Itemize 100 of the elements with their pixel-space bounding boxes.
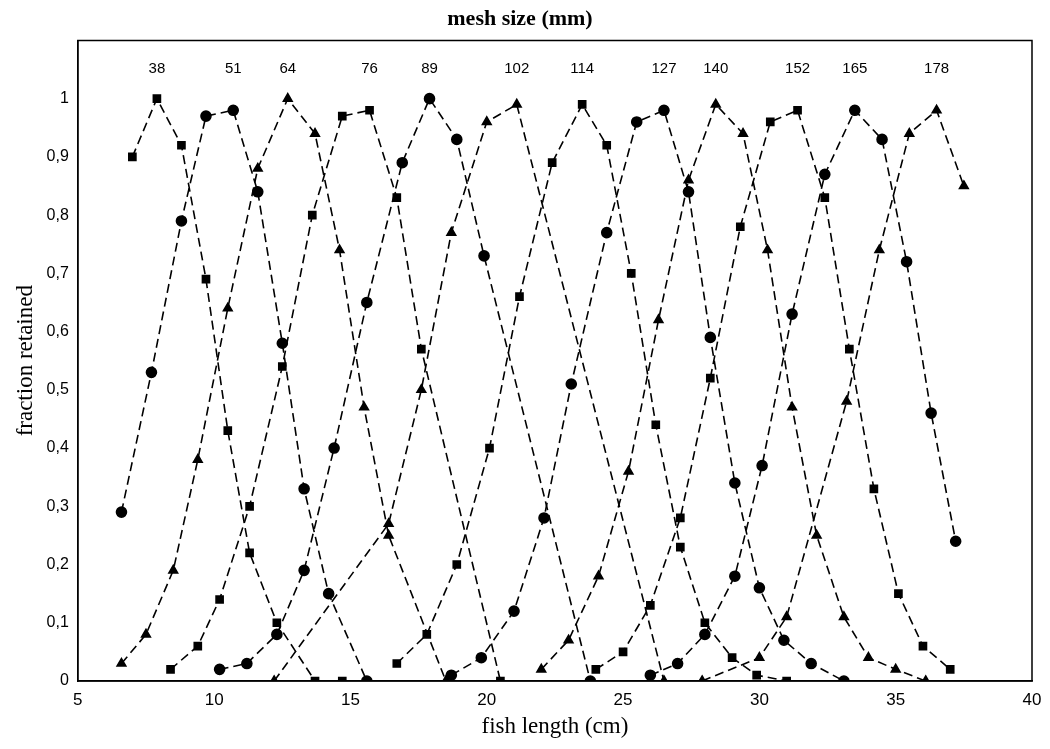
y-tick-label: 0,7 xyxy=(46,263,69,281)
point xyxy=(452,560,462,569)
point xyxy=(729,570,741,582)
point xyxy=(765,117,775,127)
point xyxy=(116,657,127,667)
y-tick-label: 1 xyxy=(59,89,69,107)
point xyxy=(820,193,830,202)
point xyxy=(298,564,310,577)
point xyxy=(251,186,264,198)
point xyxy=(754,651,765,662)
series-label: 64 xyxy=(279,59,297,77)
point xyxy=(392,659,402,668)
point xyxy=(475,651,488,664)
point xyxy=(200,110,212,122)
point xyxy=(536,663,547,673)
x-tick-label: 15 xyxy=(341,689,360,709)
point xyxy=(481,116,492,126)
point xyxy=(671,657,684,670)
y-tick-label: 0,6 xyxy=(46,321,69,339)
point xyxy=(623,465,634,475)
point xyxy=(140,628,152,638)
point xyxy=(417,344,426,354)
point xyxy=(863,651,874,662)
point xyxy=(778,634,790,647)
text: 178 xyxy=(924,59,950,77)
series-label: 102 xyxy=(504,59,530,77)
point xyxy=(805,657,817,670)
point xyxy=(245,548,254,558)
y-tick-label: 0,2 xyxy=(46,554,69,572)
point xyxy=(683,174,694,184)
point xyxy=(252,162,263,172)
y-tick-label: 0,4 xyxy=(46,438,69,456)
point xyxy=(383,517,394,528)
point xyxy=(591,665,601,674)
point xyxy=(245,501,254,511)
x-tick-label: 30 xyxy=(749,689,769,709)
point xyxy=(276,337,289,350)
point xyxy=(485,443,494,453)
point xyxy=(213,663,226,676)
point xyxy=(646,600,655,610)
point xyxy=(869,484,879,494)
point xyxy=(600,226,613,239)
point xyxy=(223,426,233,435)
point xyxy=(753,582,766,594)
point xyxy=(838,611,850,621)
point xyxy=(227,104,240,117)
y-tick-label: 0,1 xyxy=(46,613,69,631)
point xyxy=(737,127,749,137)
point xyxy=(704,331,717,344)
point xyxy=(786,401,798,411)
point xyxy=(547,158,557,168)
point xyxy=(752,670,761,680)
point xyxy=(849,104,861,117)
y-tick-label: 0,9 xyxy=(46,147,69,165)
point xyxy=(383,529,394,539)
point xyxy=(271,628,283,641)
point xyxy=(222,302,233,312)
point xyxy=(215,595,224,604)
y-axis-title: fraction retained xyxy=(11,284,37,437)
point xyxy=(700,618,710,628)
x-tick-label: 40 xyxy=(1022,689,1042,709)
point xyxy=(762,244,773,254)
point xyxy=(729,477,741,489)
point xyxy=(563,634,574,644)
point xyxy=(416,384,427,394)
point xyxy=(446,226,457,236)
point xyxy=(786,308,798,320)
point xyxy=(168,564,179,574)
point xyxy=(277,362,287,371)
text: 152 xyxy=(785,59,811,77)
point xyxy=(193,641,203,651)
y-tick-label: 0,8 xyxy=(46,205,69,223)
point xyxy=(845,344,854,354)
point xyxy=(565,378,578,390)
point xyxy=(515,292,524,301)
point xyxy=(727,653,737,663)
point xyxy=(710,98,721,108)
point xyxy=(651,420,661,430)
point xyxy=(511,98,522,108)
point xyxy=(894,589,903,598)
point xyxy=(819,168,831,181)
point xyxy=(781,611,792,621)
point xyxy=(392,193,402,202)
point xyxy=(337,111,347,121)
point xyxy=(945,665,955,674)
point xyxy=(538,512,550,524)
point xyxy=(166,665,175,674)
x-tick-label: 10 xyxy=(204,689,224,709)
series-label: 89 xyxy=(421,59,438,77)
text: 76 xyxy=(361,59,378,77)
point xyxy=(298,483,310,495)
y-tick-label: 0 xyxy=(59,671,69,689)
point xyxy=(705,373,715,383)
point xyxy=(735,222,745,232)
point xyxy=(931,104,942,114)
x-tick-label: 35 xyxy=(886,689,906,709)
point xyxy=(358,401,370,411)
point xyxy=(874,244,885,254)
point xyxy=(925,407,937,419)
point xyxy=(241,657,253,670)
